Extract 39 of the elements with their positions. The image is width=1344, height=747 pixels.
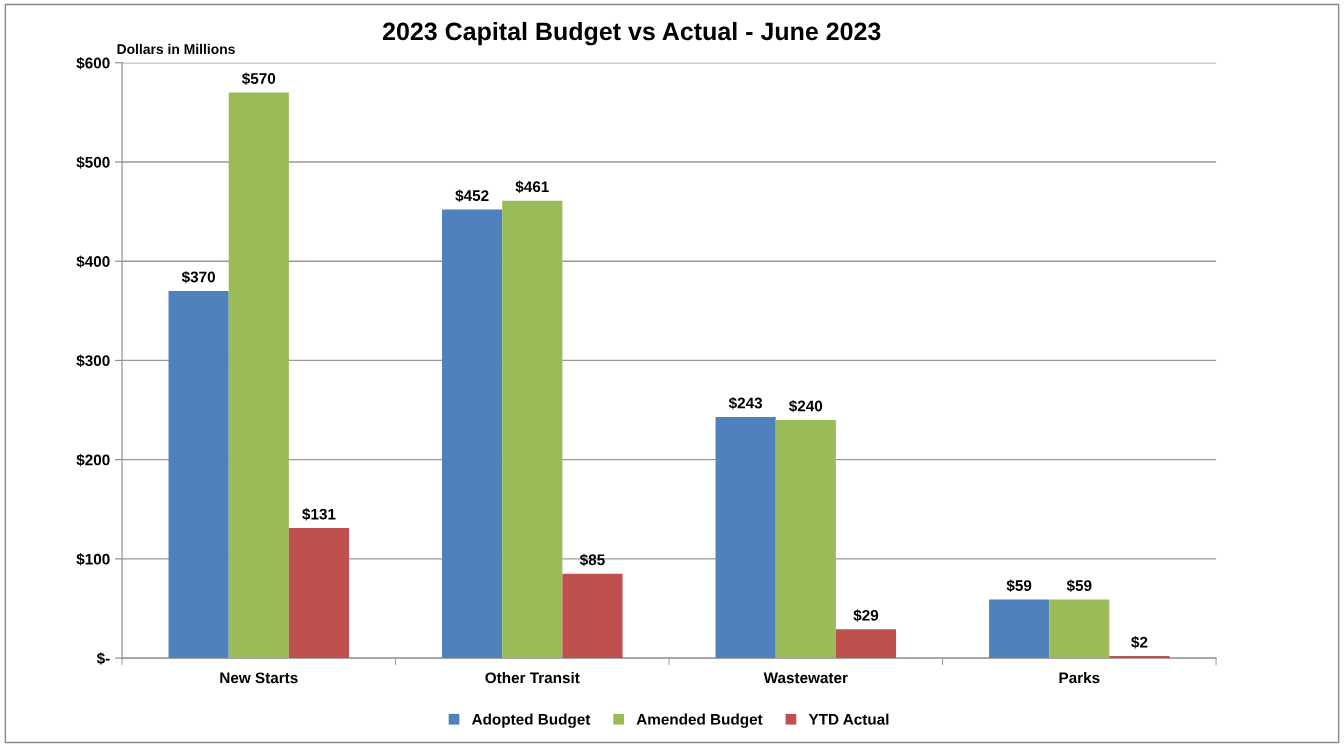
data-label: $2	[1131, 636, 1148, 649]
y-tick-label: $400	[76, 255, 110, 268]
bar	[989, 599, 1050, 659]
x-tick-label: Parks	[1059, 672, 1100, 684]
bar	[228, 92, 289, 659]
y-tick-label: $300	[76, 354, 110, 368]
legend-label: YTD Actual	[808, 713, 889, 725]
legend-label: Amended Budget	[636, 713, 763, 728]
y-tick-label: $100	[76, 553, 110, 566]
data-label: $240	[789, 399, 823, 413]
y-tick-label: $200	[76, 453, 110, 467]
bar	[502, 200, 563, 659]
bar	[168, 290, 229, 659]
data-label: $85	[579, 553, 605, 567]
data-label: $59	[1006, 579, 1032, 592]
legend-label: Adopted Budget	[471, 713, 591, 728]
data-label: $461	[515, 180, 549, 194]
chart-title: 2023 Capital Budget vs Actual - June 2023	[382, 21, 881, 46]
data-label: $29	[853, 609, 879, 622]
bar	[775, 419, 836, 659]
y-tick-label: $-	[96, 652, 110, 665]
bar	[835, 629, 897, 659]
data-label: $243	[728, 396, 763, 410]
x-tick-label: New Starts	[220, 672, 298, 684]
data-label: $452	[455, 189, 489, 203]
data-label: $131	[302, 508, 336, 521]
data-label: $570	[242, 72, 276, 85]
bar	[288, 528, 350, 659]
x-tick-label: Wastewater	[763, 672, 848, 684]
data-label: $59	[1066, 579, 1092, 592]
y-tick-label: $600	[76, 56, 110, 70]
bar	[715, 416, 776, 659]
data-label: $370	[181, 270, 215, 284]
bar	[1049, 599, 1110, 659]
y-axis-title: Dollars in Millions	[117, 43, 235, 55]
bar	[562, 573, 623, 659]
x-tick-label: Other Transit	[485, 672, 580, 684]
y-tick-label: $500	[76, 156, 110, 169]
bar	[442, 209, 503, 659]
